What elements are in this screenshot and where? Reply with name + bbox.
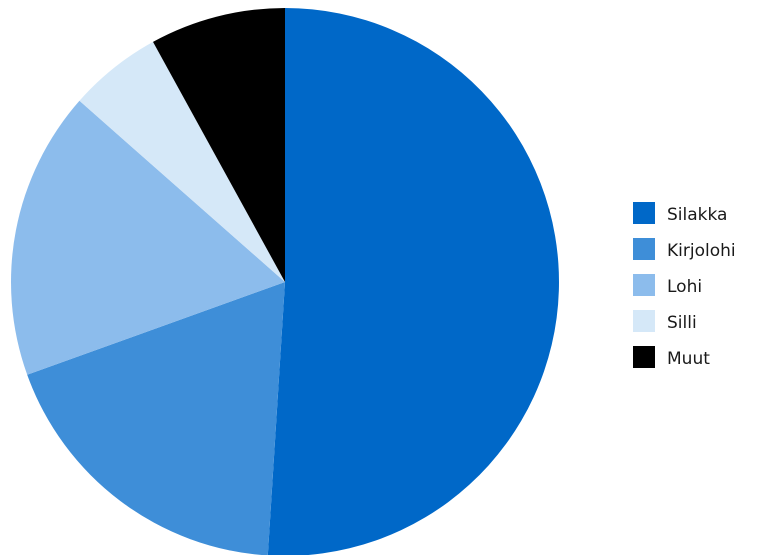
legend-item-kirjolohi: Kirjolohi xyxy=(633,238,736,261)
pie-slice-muut xyxy=(153,8,285,282)
legend-label: Muut xyxy=(667,349,710,369)
chart-legend: Silakka Kirjolohi Lohi Silli Muut xyxy=(633,202,736,369)
legend-label: Silakka xyxy=(667,205,727,225)
legend-swatch xyxy=(633,274,655,296)
legend-item-silli: Silli xyxy=(633,310,697,333)
pie-slice-silakka xyxy=(267,8,559,555)
pie-slice-kirjolohi xyxy=(27,282,285,555)
legend-item-muut: Muut xyxy=(633,346,710,369)
pie-slice-silli xyxy=(79,41,285,282)
legend-label: Kirjolohi xyxy=(667,241,736,261)
legend-swatch xyxy=(633,346,655,368)
legend-item-lohi: Lohi xyxy=(633,274,702,297)
legend-swatch xyxy=(633,310,655,332)
pie-slice-lohi xyxy=(11,100,285,375)
legend-swatch xyxy=(633,202,655,224)
legend-label: Lohi xyxy=(667,277,702,297)
pie-slices xyxy=(11,8,559,555)
legend-swatch xyxy=(633,238,655,260)
legend-item-silakka: Silakka xyxy=(633,202,727,225)
legend-label: Silli xyxy=(667,313,697,333)
